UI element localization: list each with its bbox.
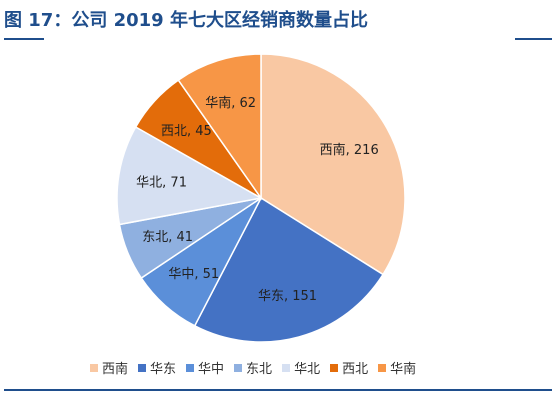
legend-label-0: 西南 xyxy=(102,362,129,377)
title-rule-left xyxy=(4,38,44,40)
pie-slice-0 xyxy=(260,53,406,276)
legend-item-5: 西北 xyxy=(330,358,368,377)
legend-item-6: 华南 xyxy=(378,358,416,377)
slice-label-6: 华南, 62 xyxy=(205,95,256,111)
pie-slice-4 xyxy=(116,126,264,226)
legend-swatch-2 xyxy=(186,363,195,372)
legend-item-2: 华中 xyxy=(186,358,224,377)
slice-label-5: 西北, 45 xyxy=(161,124,212,139)
legend-label-6: 华南 xyxy=(390,362,417,377)
slice-label-0: 西南, 216 xyxy=(320,142,379,158)
legend-swatch-5 xyxy=(330,363,339,372)
legend-swatch-6 xyxy=(378,363,387,372)
slice-label-3: 东北, 41 xyxy=(142,230,193,245)
legend-label-2: 华中 xyxy=(198,362,225,377)
legend-label-4: 华北 xyxy=(294,362,321,377)
slice-label-4: 华北, 71 xyxy=(136,175,187,190)
bottom-rule xyxy=(4,389,552,391)
legend-swatch-0 xyxy=(90,363,98,372)
legend-item-3: 东北 xyxy=(234,358,272,377)
pie-slice-1 xyxy=(193,196,385,343)
legend-item-0: 西南 xyxy=(90,358,128,377)
slice-label-1: 华东, 151 xyxy=(258,289,317,304)
figure-header: 图 17：公司 2019 年七大区经销商数量占比 xyxy=(0,0,552,40)
legend-label-5: 西北 xyxy=(342,362,369,377)
title-rule-right xyxy=(515,38,552,40)
chart-legend: 西南 华东 华中 东北 华北 西北 华南 xyxy=(90,358,416,377)
legend-swatch-4 xyxy=(282,363,291,372)
pie-chart: 西南, 216 华东, 151 华中, 51 东北, 41 华北, 71 西北, 45 华南… xyxy=(116,53,406,343)
legend-swatch-3 xyxy=(234,363,243,372)
legend-swatch-1 xyxy=(138,363,147,372)
legend-label-1: 华东 xyxy=(150,362,177,377)
figure-title: 图 17：公司 2019 年七大区经销商数量占比 xyxy=(4,10,368,31)
legend-label-3: 东北 xyxy=(246,362,273,377)
pie-slice-6 xyxy=(177,53,262,201)
legend-item-1: 华东 xyxy=(138,358,176,377)
legend-item-4: 华北 xyxy=(282,358,320,377)
slice-label-2: 华中, 51 xyxy=(168,267,219,282)
